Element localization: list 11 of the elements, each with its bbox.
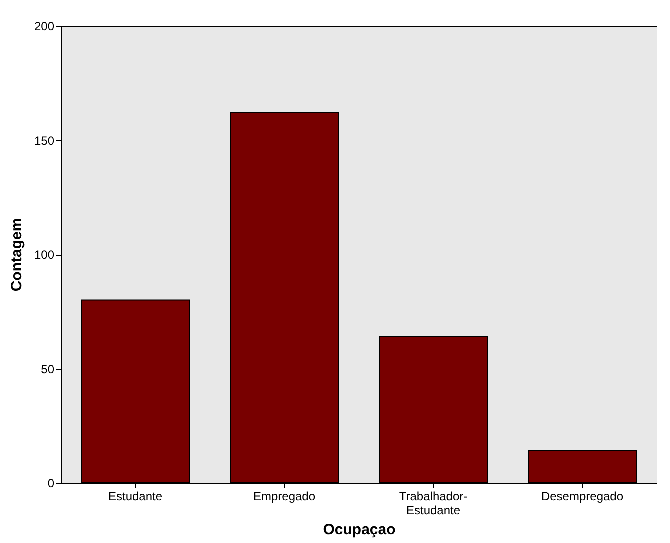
x-tick-label: Desempregado xyxy=(541,490,624,504)
y-axis-title: Contagem xyxy=(8,218,26,292)
y-tick-label: 0 xyxy=(48,476,55,490)
y-tick-label: 50 xyxy=(41,362,55,376)
x-tick-label: Empregado xyxy=(253,490,316,504)
y-tick-label: 200 xyxy=(34,20,55,34)
y-tick-label: 100 xyxy=(34,248,55,262)
x-tick-label: Estudante xyxy=(108,490,163,504)
x-axis-title: Ocupaçao xyxy=(323,522,396,538)
y-tick-label: 150 xyxy=(34,134,55,148)
x-tick-label: Trabalhador-Estudante xyxy=(399,490,468,518)
